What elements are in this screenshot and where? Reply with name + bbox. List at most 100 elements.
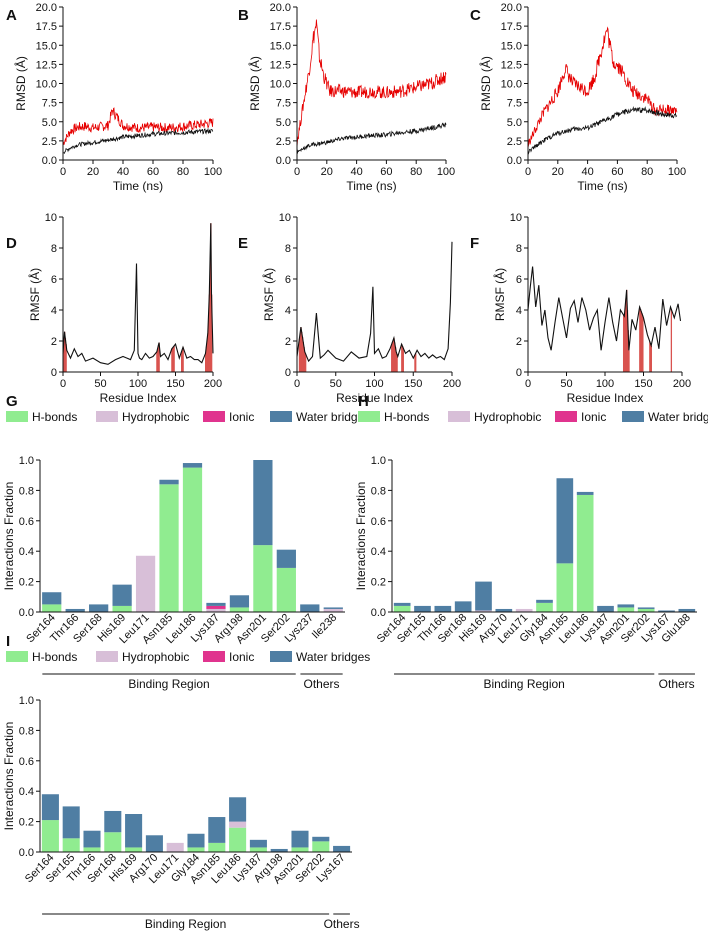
y-tick-label: 0.4 bbox=[371, 546, 386, 558]
legend-label-h-bonds: H-bonds bbox=[32, 410, 77, 424]
x-tick-label: 0 bbox=[60, 378, 66, 390]
y-tick-label: 0.0 bbox=[19, 607, 34, 619]
y-axis-label: Interactions Fraction bbox=[2, 722, 16, 831]
legend-swatch-h-bonds bbox=[358, 411, 380, 422]
bar-segment-ile238-water-bridges bbox=[323, 607, 343, 609]
series-line-red bbox=[527, 26, 678, 147]
bar-segment-asn201-h-bonds bbox=[291, 847, 309, 852]
y-tick-label: 15.0 bbox=[270, 40, 291, 52]
x-axis-label: Residue Index bbox=[336, 391, 413, 405]
highlight-band-160 bbox=[650, 345, 652, 372]
bar-segment-asn201-water-bridges bbox=[291, 830, 309, 848]
y-tick-label: 10 bbox=[45, 212, 57, 224]
bar-segment-lys187-water-bridges bbox=[597, 605, 614, 612]
bar-segment-asn201-h-bonds bbox=[253, 545, 273, 612]
panel-letter-i: I bbox=[6, 633, 10, 650]
bar-segment-his169-water-bridges bbox=[125, 814, 143, 848]
highlight-band-124 bbox=[392, 340, 394, 372]
y-tick-label: 4 bbox=[516, 305, 522, 317]
x-axis-label: Time (ns) bbox=[346, 179, 396, 193]
highlight-band-136 bbox=[401, 345, 404, 372]
panel-letter-e: E bbox=[238, 235, 248, 252]
highlight-band-186 bbox=[670, 309, 673, 372]
x-tick-label: 20 bbox=[552, 166, 564, 178]
y-tick-label: 0.0 bbox=[507, 155, 522, 167]
bar-segment-his169-hydrophobic bbox=[475, 610, 492, 612]
y-tick-label: 1.0 bbox=[19, 455, 34, 467]
highlight-band-197 bbox=[210, 223, 212, 372]
x-tick-label: 40 bbox=[117, 166, 129, 178]
y-tick-label: 2 bbox=[285, 336, 291, 348]
panel-g: H-bonds Hydrophobic Ionic Water bridgesSer1… bbox=[2, 410, 370, 691]
highlight-band-192 bbox=[206, 339, 208, 372]
x-tick-label: 100 bbox=[365, 378, 383, 390]
bar-segment-ser164-h-bonds bbox=[41, 820, 59, 852]
x-tick-label: 150 bbox=[404, 378, 422, 390]
bar-segment-asn201-water-bridges bbox=[253, 460, 273, 546]
highlight-band-145 bbox=[171, 348, 173, 372]
y-tick-label: 10 bbox=[510, 212, 522, 224]
bar-segment-asn185-h-bonds bbox=[556, 563, 574, 612]
bar-segment-lys167-water-bridges bbox=[333, 845, 351, 852]
panel-letter-d: D bbox=[6, 235, 17, 252]
bar-segment-leu186-water-bridges bbox=[229, 797, 247, 822]
highlight-band-6 bbox=[301, 332, 303, 372]
bar-segment-asn185-water-bridges bbox=[556, 478, 574, 564]
y-tick-label: 0.2 bbox=[19, 577, 34, 589]
bar-segment-gly184-water-bridges bbox=[187, 833, 205, 848]
highlight-band-153 bbox=[415, 353, 417, 372]
x-tick-label: 100 bbox=[596, 378, 614, 390]
highlight-band-198 bbox=[211, 294, 213, 372]
bar-segment-asn185-water-bridges bbox=[208, 817, 226, 843]
highlight-band-158 bbox=[181, 351, 183, 372]
highlight-band-147 bbox=[640, 311, 642, 372]
bar-segment-thr166-water-bridges bbox=[65, 608, 85, 612]
y-tick-label: 4 bbox=[285, 305, 291, 317]
y-tick-label: 8 bbox=[285, 243, 291, 255]
y-tick-label: 0.6 bbox=[371, 516, 386, 528]
bar-segment-leu186-hydrophobic bbox=[229, 821, 247, 828]
group-label-others: Others bbox=[324, 917, 360, 931]
bar-segment-arg198-water-bridges bbox=[270, 848, 288, 852]
y-tick-label: 6 bbox=[516, 274, 522, 286]
y-axis-label: RMSD (Å) bbox=[247, 56, 262, 111]
bar-segment-lys167-water-bridges bbox=[658, 610, 675, 612]
y-tick-label: 20.0 bbox=[270, 2, 291, 14]
y-tick-label: 17.5 bbox=[501, 21, 522, 33]
group-label-binding-region: Binding Region bbox=[128, 677, 209, 691]
legend-swatch-water-bridges bbox=[270, 651, 292, 662]
x-tick-label: 80 bbox=[177, 166, 189, 178]
highlight-band-7 bbox=[301, 336, 304, 372]
panel-letter-c: C bbox=[470, 7, 481, 24]
highlight-band-194 bbox=[208, 313, 210, 372]
bar-segment-ser165-water-bridges bbox=[62, 806, 80, 839]
bar-segment-ser202-water-bridges bbox=[312, 836, 330, 842]
highlight-band-127 bbox=[394, 347, 397, 372]
y-tick-label: 12.5 bbox=[501, 59, 522, 71]
y-tick-label: 0.4 bbox=[19, 786, 34, 798]
highlight-band-3 bbox=[64, 337, 67, 372]
legend-label-h-bonds: H-bonds bbox=[32, 650, 77, 664]
bar-segment-ile238-hydrophobic bbox=[323, 608, 343, 612]
legend-swatch-hydrophobic bbox=[96, 411, 118, 422]
bar-segment-gly184-water-bridges bbox=[536, 599, 553, 603]
y-tick-label: 10.0 bbox=[270, 79, 291, 91]
x-tick-label: 100 bbox=[437, 166, 455, 178]
group-label-others: Others bbox=[304, 677, 340, 691]
bar-segment-ser168-water-bridges bbox=[104, 810, 122, 833]
y-tick-label: 6 bbox=[51, 274, 57, 286]
x-tick-label: 150 bbox=[166, 378, 184, 390]
bar-segment-ser168-h-bonds bbox=[104, 832, 122, 852]
group-label-binding-region: Binding Region bbox=[483, 677, 564, 691]
x-tick-label: 100 bbox=[204, 166, 222, 178]
legend-label-ionic: Ionic bbox=[229, 650, 254, 664]
y-tick-label: 0.8 bbox=[19, 725, 34, 737]
highlight-band-2 bbox=[64, 331, 66, 372]
highlight-band-125 bbox=[623, 316, 626, 372]
x-tick-label: 0 bbox=[294, 378, 300, 390]
bar-segment-ser202-h-bonds bbox=[312, 841, 330, 852]
highlight-band-3 bbox=[298, 338, 301, 372]
x-tick-label: 80 bbox=[410, 166, 422, 178]
legend-swatch-hydrophobic bbox=[448, 411, 470, 422]
x-tick-label: 60 bbox=[611, 166, 623, 178]
